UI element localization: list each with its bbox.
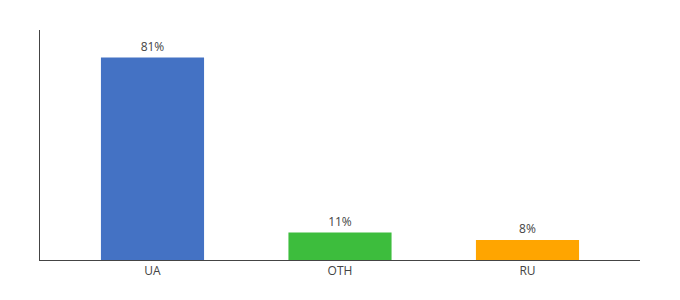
svg-text:11%: 11% bbox=[328, 213, 352, 230]
svg-text:OTH: OTH bbox=[328, 262, 353, 279]
svg-text:81%: 81% bbox=[141, 38, 165, 55]
svg-text:RU: RU bbox=[519, 262, 535, 279]
svg-text:UA: UA bbox=[144, 262, 161, 279]
svg-text:8%: 8% bbox=[519, 220, 536, 237]
